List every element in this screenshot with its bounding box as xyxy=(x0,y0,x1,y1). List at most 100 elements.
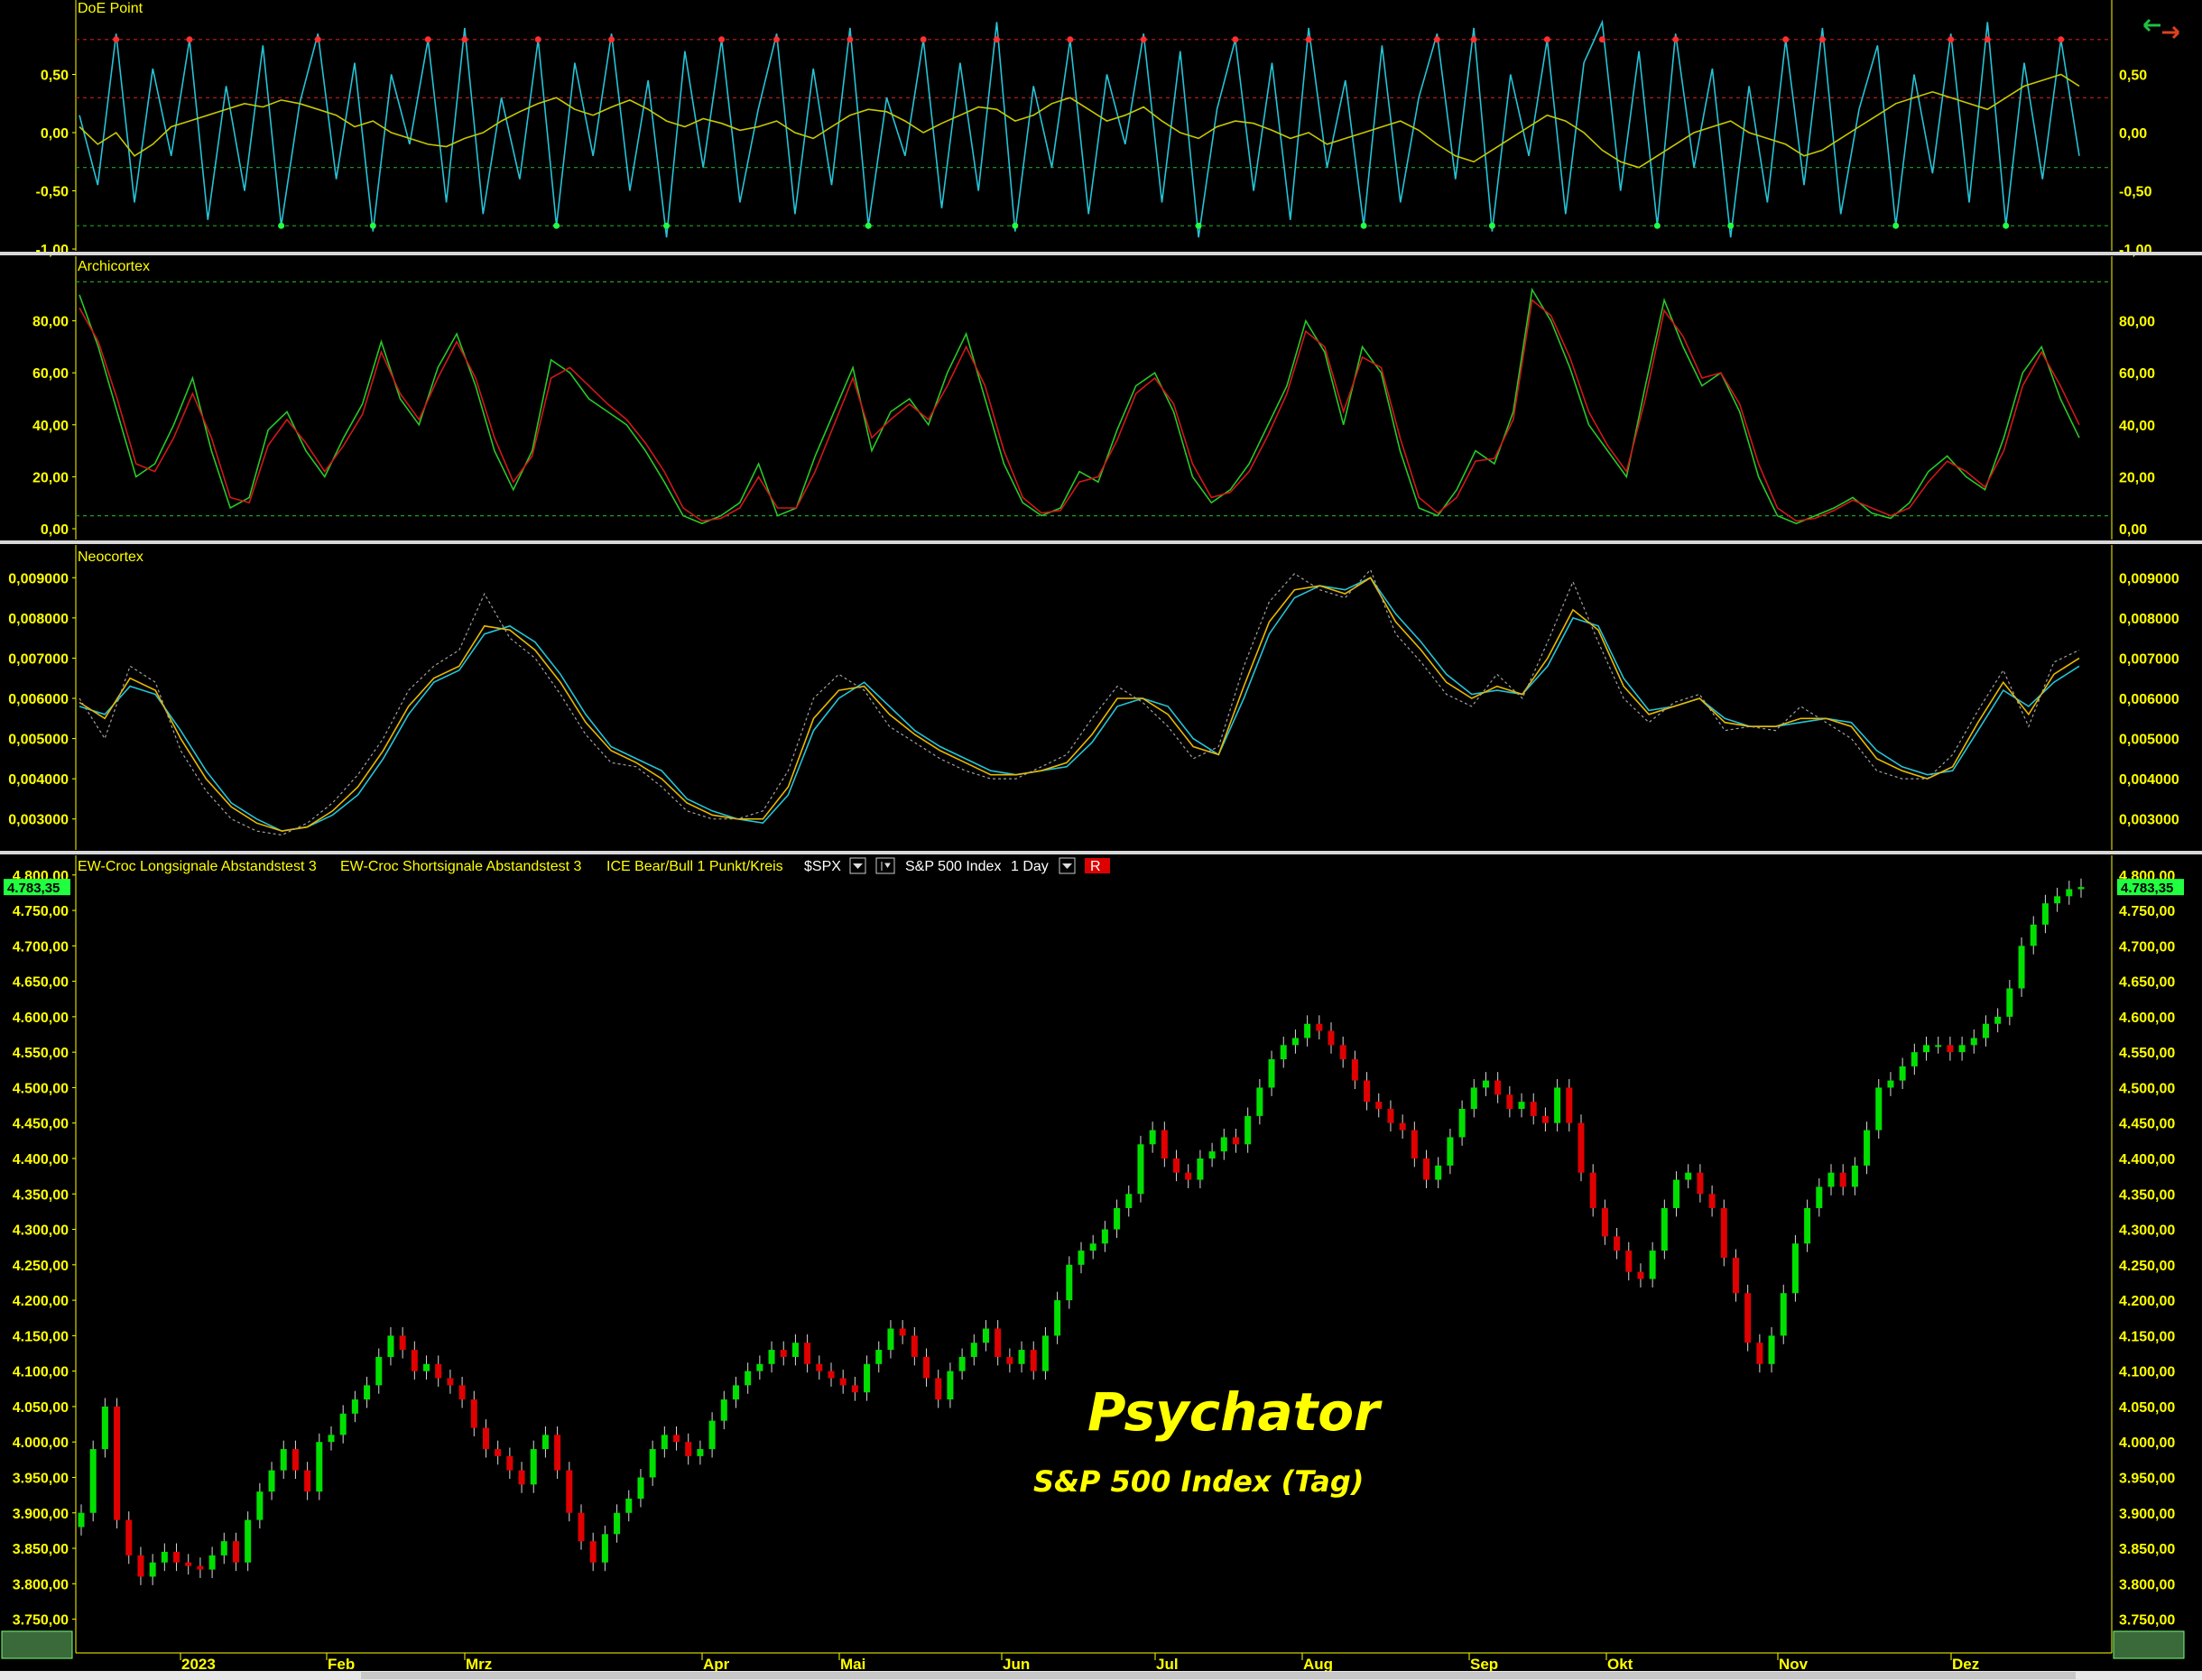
candle-down xyxy=(1589,1172,1596,1208)
sell-signal-dot xyxy=(1232,36,1239,43)
candle-up xyxy=(1458,1109,1466,1138)
candle-up xyxy=(958,1356,966,1371)
y-tick-label-left: 3.750,00 xyxy=(13,1613,69,1629)
series-line xyxy=(79,577,2080,832)
candle-down xyxy=(125,1519,133,1555)
candle-up xyxy=(1244,1115,1252,1145)
candle-up xyxy=(720,1399,727,1421)
y-tick-label-left: 4.500,00 xyxy=(13,1081,69,1096)
candle-up xyxy=(661,1435,668,1450)
candle-up xyxy=(1958,1045,1966,1053)
y-tick-label-right: 4.100,00 xyxy=(2119,1365,2175,1380)
candle-up xyxy=(625,1499,633,1513)
candle-down xyxy=(1423,1158,1430,1180)
candle-down xyxy=(589,1541,597,1563)
candle-up xyxy=(1280,1045,1287,1060)
y-tick-label-left: 4.750,00 xyxy=(13,904,69,919)
candle-up xyxy=(149,1562,156,1577)
scrollbar-thumb[interactable] xyxy=(361,1672,2076,1679)
legend-symbol[interactable]: $SPX xyxy=(804,859,841,874)
y-tick-label-right: 80,00 xyxy=(2119,315,2155,330)
candle-down xyxy=(1030,1350,1037,1371)
candle-up xyxy=(791,1343,799,1357)
pane-separator[interactable] xyxy=(0,540,2202,544)
candle-up xyxy=(1864,1130,1871,1166)
candle-up xyxy=(1291,1038,1299,1046)
candle-up xyxy=(1827,1172,1835,1187)
pane-separator[interactable] xyxy=(0,851,2202,854)
scroll-left-button[interactable] xyxy=(1,1630,73,1659)
realtime-badge[interactable] xyxy=(1085,858,1110,873)
candle-down xyxy=(1339,1045,1346,1060)
legend-short-signals[interactable]: EW-Croc Shortsignale Abstandstest 3 xyxy=(340,859,581,874)
candle-up xyxy=(947,1371,954,1400)
candle-up xyxy=(328,1435,335,1443)
candle-up xyxy=(864,1363,871,1393)
candle-down xyxy=(1577,1122,1585,1173)
candle-up xyxy=(1899,1066,1906,1081)
legend-interval[interactable]: 1 Day xyxy=(1011,859,1049,874)
candle-up xyxy=(970,1343,977,1357)
y-tick-label-right: 4.300,00 xyxy=(2119,1223,2175,1239)
candle-up xyxy=(351,1399,358,1414)
candle-up xyxy=(78,1512,85,1528)
candle-down xyxy=(839,1378,847,1386)
sell-signal-dot xyxy=(1598,36,1605,43)
candle-up xyxy=(1982,1023,1989,1038)
candle-down xyxy=(470,1399,477,1428)
candle-up xyxy=(1018,1350,1025,1364)
candle-down xyxy=(1601,1207,1608,1237)
sell-signal-dot xyxy=(920,36,927,43)
archicortex-pane: 80,00 80,00 60,00 60,00 40,00 40,00 20,00 20,00… xyxy=(32,256,2155,540)
x-tick-label: Apr xyxy=(703,1656,730,1673)
candle-down xyxy=(1351,1059,1358,1081)
buy-signal-dot xyxy=(1892,222,1900,229)
candle-up xyxy=(1935,1045,1942,1048)
candle-down xyxy=(1697,1172,1704,1195)
y-tick-label-left: 4.350,00 xyxy=(13,1187,69,1203)
series-line xyxy=(79,287,2080,525)
last-value-badge-right xyxy=(2117,879,2184,896)
x-tick-label: Aug xyxy=(1303,1656,1333,1673)
candle-down xyxy=(495,1449,502,1456)
candle-down xyxy=(173,1551,180,1563)
y-tick-label-right: 4.500,00 xyxy=(2119,1081,2175,1096)
y-tick-label-right: 4.050,00 xyxy=(2119,1400,2175,1416)
legend-bear-bull[interactable]: ICE Bear/Bull 1 Punkt/Kreis xyxy=(606,859,783,874)
candle-up xyxy=(1435,1165,1442,1180)
candle-down xyxy=(899,1328,906,1336)
y-tick-label-left: 0,00 xyxy=(41,522,69,538)
sell-signal-dot xyxy=(314,36,321,43)
sell-signal-dot xyxy=(1782,36,1790,43)
series-line xyxy=(79,19,2080,238)
chart-type-button[interactable] xyxy=(875,857,895,874)
y-tick-label-right: 4.250,00 xyxy=(2119,1259,2175,1274)
sell-signal-dot xyxy=(424,36,431,43)
y-tick-label-left: 0,008000 xyxy=(8,612,69,627)
y-tick-label-right: 4.650,00 xyxy=(2119,975,2175,991)
candle-down xyxy=(1614,1236,1621,1251)
y-tick-label-right: 40,00 xyxy=(2119,419,2155,434)
candle-up xyxy=(745,1371,752,1386)
candle-up xyxy=(1482,1080,1489,1088)
candle-down xyxy=(816,1363,823,1371)
candle-up xyxy=(268,1470,275,1492)
candle-down xyxy=(1387,1109,1394,1123)
sync-arrows-icon[interactable] xyxy=(2142,18,2180,40)
candle-up xyxy=(423,1363,430,1371)
sell-signal-dot xyxy=(534,36,541,43)
watermark-subtitle: S&P 500 Index (Tag) xyxy=(1033,1464,1364,1499)
candle-up xyxy=(1685,1172,1692,1180)
price-legend: EW-Croc Longsignale Abstandstest 3 EW-Cr… xyxy=(78,857,1110,874)
candle-up xyxy=(1197,1158,1204,1180)
candle-down xyxy=(1637,1271,1644,1279)
scroll-right-button[interactable] xyxy=(2113,1630,2185,1659)
legend-long-signals[interactable]: EW-Croc Longsignale Abstandstest 3 xyxy=(78,859,317,874)
candle-up xyxy=(1066,1264,1073,1301)
realtime-badge-label: R xyxy=(1090,859,1101,874)
pane-separator[interactable] xyxy=(0,252,2202,255)
buy-signal-dot xyxy=(1727,222,1735,229)
candle-down xyxy=(804,1343,811,1364)
candle-up xyxy=(364,1385,371,1400)
y-tick-label-left: 0,006000 xyxy=(8,692,69,707)
